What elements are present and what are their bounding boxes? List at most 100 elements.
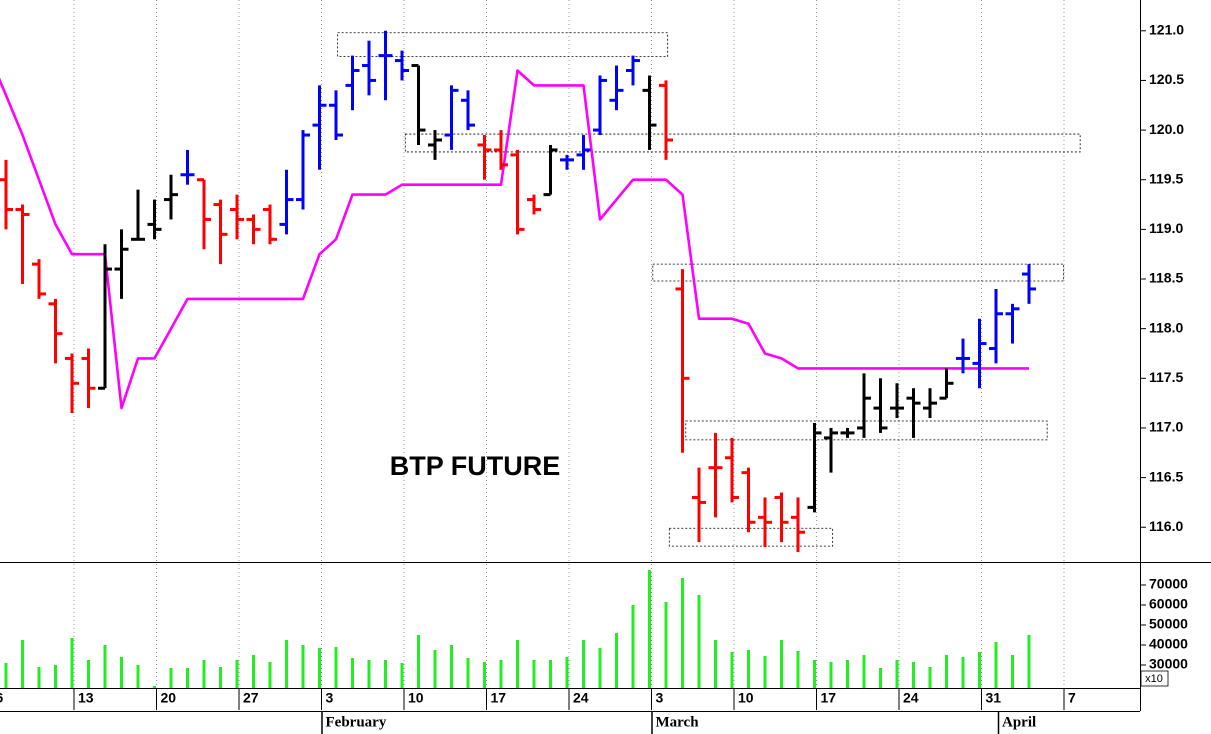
volume-bar	[153, 686, 156, 688]
volume-y-tick-label: 70000	[1149, 576, 1188, 592]
unit-box	[1140, 670, 1169, 687]
month-label: February	[326, 714, 387, 730]
volume-bar	[136, 665, 140, 688]
volume-bar	[565, 657, 569, 688]
x-tick-label: 3	[656, 690, 664, 706]
volume-bar	[879, 668, 882, 688]
x-tick-label: 24	[903, 690, 919, 706]
volume-bar	[499, 660, 503, 688]
x-tick-label: 31	[986, 690, 1002, 706]
volume-bar	[615, 633, 618, 688]
volume-bar	[780, 640, 783, 688]
volume-bar	[186, 668, 189, 688]
volume-bar	[268, 662, 272, 688]
zone	[337, 32, 669, 57]
volume-bar	[895, 660, 899, 688]
volume-bar	[978, 652, 981, 688]
volume-bar	[862, 655, 866, 688]
volume-bar	[1027, 635, 1031, 688]
volume-bar	[697, 595, 701, 688]
volume-bar	[450, 645, 453, 688]
volume-bar	[219, 667, 222, 688]
volume-bar	[747, 650, 750, 688]
x-tick-label: 13	[78, 690, 94, 706]
volume-bar	[681, 578, 684, 688]
volume-bar	[301, 645, 305, 688]
volume-bar	[961, 657, 965, 688]
volume-unit: x10	[1145, 673, 1163, 685]
x-tick-label: 17	[821, 690, 837, 706]
y-tick-label: 119.5	[1149, 170, 1183, 186]
volume-bar	[483, 662, 486, 688]
volume-bar	[829, 662, 833, 688]
volume-bar	[70, 638, 74, 688]
volume-bar	[54, 665, 57, 688]
volume-bar	[813, 660, 816, 688]
volume-bar	[169, 668, 173, 688]
y-tick-label: 121.0	[1149, 21, 1184, 37]
volume-bar	[846, 660, 849, 688]
volume-bar	[235, 660, 239, 688]
volume-bar	[664, 602, 668, 688]
y-tick-label: 116.0	[1149, 518, 1183, 534]
volume-bar	[1011, 655, 1014, 688]
zone	[404, 133, 1081, 153]
y-tick-label: 118.5	[1149, 270, 1183, 286]
volume-bar	[466, 658, 470, 688]
zone	[668, 527, 834, 547]
volume-bar	[532, 660, 536, 688]
volume-bar	[433, 650, 437, 688]
y-tick-label: 118.0	[1149, 319, 1183, 335]
volume-bar	[582, 640, 585, 688]
chart-title: BTP FUTURE	[390, 451, 561, 481]
x-tick-label: 17	[491, 690, 507, 706]
volume-bar	[928, 667, 932, 688]
volume-bar	[648, 570, 651, 688]
volume-bar	[796, 651, 800, 688]
volume-bar	[103, 645, 107, 688]
volume-bar	[598, 648, 602, 688]
volume-bar	[120, 657, 123, 688]
volume-y-tick-label: 40000	[1149, 636, 1188, 652]
month-label: April	[1002, 714, 1036, 730]
volume-bar	[252, 655, 255, 688]
volume-bar	[994, 642, 998, 688]
volume-bar	[367, 660, 371, 688]
volume-bar	[763, 656, 767, 688]
volume-bar	[631, 605, 635, 688]
x-tick-label: 27	[243, 690, 259, 706]
volume-bar	[714, 640, 717, 688]
volume-bar	[384, 660, 387, 688]
y-tick-label: 117.0	[1149, 419, 1183, 435]
volume-y-tick-label: 60000	[1149, 596, 1188, 612]
overlay-line	[0, 69, 1029, 410]
y-tick-label: 117.5	[1149, 369, 1183, 385]
volume-bar	[285, 640, 288, 688]
volume-bar	[516, 640, 519, 688]
volume-bar	[334, 647, 338, 688]
x-tick-label: 24	[573, 690, 589, 706]
y-tick-label: 120.0	[1149, 121, 1184, 137]
volume-bar	[202, 660, 206, 688]
zone	[652, 263, 1065, 282]
y-tick-label: 116.5	[1149, 468, 1183, 484]
volume-bar	[21, 640, 24, 688]
volume-y-tick-label: 30000	[1149, 656, 1188, 672]
volume-bar	[549, 660, 552, 688]
x-tick-label: 10	[738, 690, 754, 706]
volume-y-tick-label: 50000	[1149, 616, 1188, 632]
volume-bar	[87, 660, 90, 688]
volume-bar	[4, 663, 8, 688]
volume-bar	[37, 667, 41, 688]
y-tick-label: 119.0	[1149, 220, 1183, 236]
x-tick-label: 3	[326, 690, 334, 706]
volume-bar	[318, 648, 321, 688]
x-tick-label: 7	[1068, 690, 1076, 706]
x-tick-label: 20	[161, 690, 177, 706]
y-tick-label: 120.5	[1149, 71, 1184, 87]
volume-bar	[912, 662, 915, 688]
x-tick-label: 10	[408, 690, 424, 706]
